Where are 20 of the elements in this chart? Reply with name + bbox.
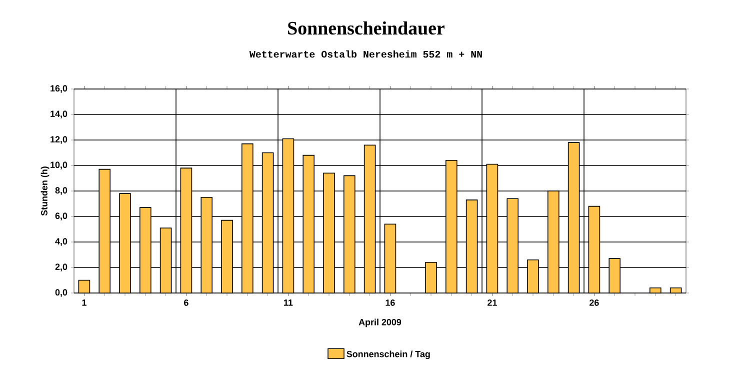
y-tick-label: 8,0: [55, 187, 68, 195]
y-tick-label: 12,0: [50, 136, 68, 144]
x-tick-label: 11: [284, 300, 293, 306]
y-tick-label: 2,0: [55, 264, 68, 272]
y-tick-label: 4,0: [55, 238, 68, 246]
x-tick-label: 1: [82, 300, 86, 306]
y-tick-label: 16,0: [50, 85, 68, 93]
y-tick-label: 6,0: [55, 212, 68, 220]
chart-title: Sonnenscheindauer: [288, 21, 444, 35]
y-tick-label: 0,0: [55, 289, 68, 297]
legend-label: Sonnenschein / Tag: [346, 350, 430, 360]
chart-subtitle: Wetterwarte Ostalb Neresheim 552 m + NN: [249, 50, 482, 58]
x-axis-title: April 2009: [358, 318, 402, 328]
x-tick-label: 16: [386, 300, 395, 306]
x-tick-label: 26: [590, 300, 599, 306]
x-tick-label: 6: [184, 300, 188, 306]
y-tick-label: 10,0: [50, 162, 68, 170]
y-tick-label: 14,0: [50, 110, 68, 118]
y-axis-title: Stunden (h): [40, 166, 50, 216]
x-tick-label: 21: [488, 300, 497, 306]
